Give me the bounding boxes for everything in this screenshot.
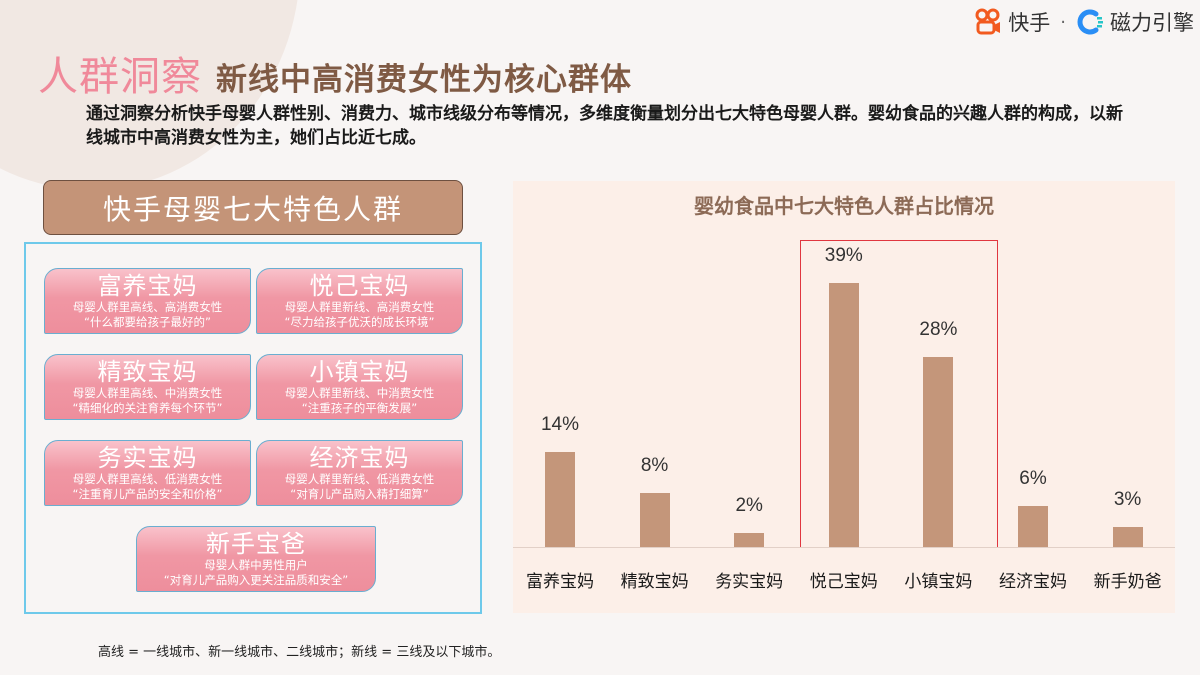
persona-card: 新手宝爸 母婴人群中男性用户 “对育儿产品购入更关注品质和安全” <box>136 526 376 592</box>
persona-card: 精致宝妈 母婴人群里高线、中消费女性 “精细化的关注育养每个环节” <box>44 354 251 420</box>
bar-value-label: 3% <box>1113 488 1142 510</box>
persona-card: 务实宝妈 母婴人群里高线、低消费女性 “注重育儿产品的安全和价格” <box>44 440 251 506</box>
persona-quote: “注重孩子的平衡发展” <box>301 401 418 415</box>
persona-name: 新手宝爸 <box>206 530 306 558</box>
kuaishou-logo-icon <box>975 8 1001 35</box>
persona-name: 富养宝妈 <box>97 272 198 300</box>
persona-desc: 母婴人群里新线、中消费女性 <box>284 386 435 400</box>
persona-panel: 富养宝妈 母婴人群里高线、高消费女性 “什么都要给孩子最好的” 悦己宝妈 母婴人… <box>24 242 482 614</box>
bar <box>923 357 954 547</box>
x-axis-line <box>513 547 1175 548</box>
persona-name: 悦己宝妈 <box>309 272 410 300</box>
page-title-row: 人群洞察 新线中高消费女性为核心群体 <box>38 44 632 102</box>
bar <box>828 283 859 547</box>
chart-title: 婴幼食品中七大特色人群占比情况 <box>694 194 994 218</box>
bar-value-label: 2% <box>735 495 763 517</box>
persona-quote: “精细化的关注育养每个环节” <box>72 401 223 415</box>
persona-card: 经济宝妈 母婴人群里新线、低消费女性 “对育儿产品购入精打细算” <box>256 440 463 506</box>
bar <box>545 452 575 547</box>
page-description: 通过洞察分析快手母婴人群性别、消费力、城市线级分布等情况，多维度衡量划分出七大特… <box>86 104 1123 148</box>
brand-separator: · <box>1060 11 1066 33</box>
persona-quote: “对育儿产品购入精打细算” <box>290 487 429 501</box>
kuaishou-brand-text: 快手 <box>1008 11 1051 35</box>
persona-name: 经济宝妈 <box>309 444 410 472</box>
persona-card: 富养宝妈 母婴人群里高线、高消费女性 “什么都要给孩子最好的” <box>44 268 251 334</box>
bar <box>639 492 670 547</box>
x-axis-category-label: 新手奶爸 <box>1093 572 1162 592</box>
bar-value-label: 28% <box>919 319 958 341</box>
page-title: 人群洞察 <box>38 54 202 100</box>
x-axis-category-label: 精致宝妈 <box>620 572 689 592</box>
bar <box>1112 526 1143 547</box>
persona-quote: “注重育儿产品的安全和价格” <box>72 487 223 501</box>
persona-card: 悦己宝妈 母婴人群里新线、高消费女性 “尽力给孩子优沃的成长环境” <box>256 268 463 334</box>
persona-desc: 母婴人群里高线、低消费女性 <box>72 472 223 486</box>
persona-name: 小镇宝妈 <box>309 358 410 386</box>
footnote: 高线 = 一线城市、新一线城市、二线城市；新线 = 三线及以下城市。 <box>98 645 501 660</box>
persona-quote: “对育儿产品购入更关注品质和安全” <box>163 573 349 587</box>
x-axis-category-label: 小镇宝妈 <box>904 572 973 592</box>
persona-desc: 母婴人群里新线、高消费女性 <box>284 300 435 314</box>
persona-quote: “尽力给孩子优沃的成长环境” <box>284 315 435 329</box>
persona-desc: 母婴人群中男性用户 <box>204 558 308 572</box>
page-subtitle: 新线中高消费女性为核心群体 <box>216 62 632 98</box>
bar-value-label: 6% <box>1019 468 1047 490</box>
persona-name: 务实宝妈 <box>97 444 198 472</box>
persona-desc: 母婴人群里高线、高消费女性 <box>72 300 223 314</box>
bar <box>1018 506 1048 547</box>
engine-brand-text: 磁力引擎 <box>1110 11 1194 35</box>
persona-quote: “什么都要给孩子最好的” <box>84 315 211 329</box>
persona-name: 精致宝妈 <box>97 358 198 386</box>
cili-engine-logo-icon <box>1077 9 1103 35</box>
x-axis-category-label: 富养宝妈 <box>526 572 594 592</box>
x-axis-category-label: 悦己宝妈 <box>809 572 878 592</box>
groups-title: 快手母婴七大特色人群 <box>43 180 463 235</box>
bar-value-label: 39% <box>824 245 863 266</box>
brand-logo-bar: 快手 · 磁力引擎 <box>974 6 1194 38</box>
persona-desc: 母婴人群里高线、中消费女性 <box>72 386 223 400</box>
x-axis-category-label: 务实宝妈 <box>715 572 784 592</box>
bar-chart: 婴幼食品中七大特色人群占比情况 14% 富养宝妈 8% 精致宝妈 2% 务实宝妈 39% 悦己… <box>513 181 1175 613</box>
persona-desc: 母婴人群里新线、低消费女性 <box>284 472 435 486</box>
bar <box>734 533 765 547</box>
bar-value-label: 8% <box>640 454 669 476</box>
persona-card: 小镇宝妈 母婴人群里新线、中消费女性 “注重孩子的平衡发展” <box>256 354 463 420</box>
x-axis-category-label: 经济宝妈 <box>999 572 1067 592</box>
bar-value-label: 14% <box>540 414 580 436</box>
